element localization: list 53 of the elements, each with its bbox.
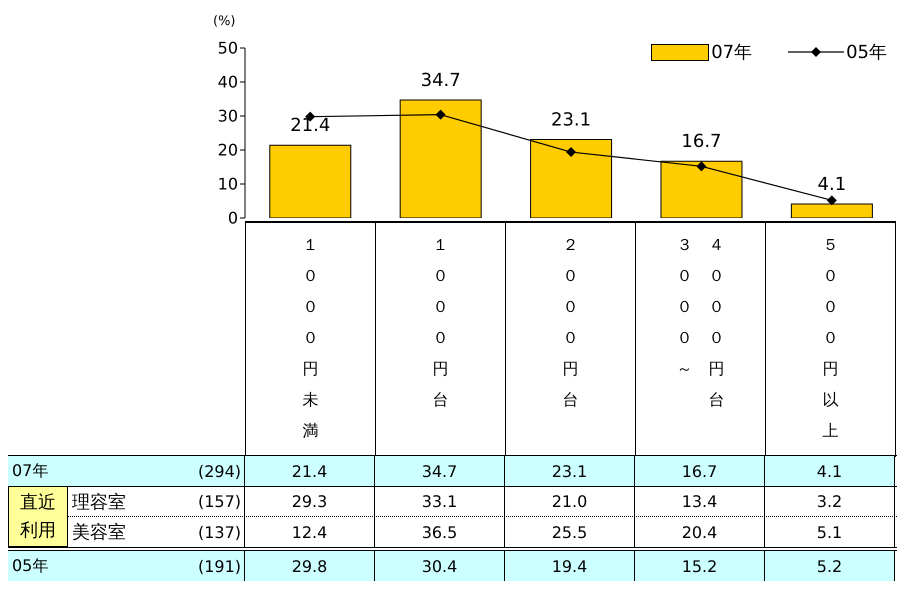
x-tick-label: ２０００円台 <box>562 234 580 411</box>
legend-label: 05年 <box>846 41 887 64</box>
text: 21.0 <box>505 487 635 516</box>
text: 直近利用 <box>19 490 57 542</box>
x-tick-label: １０００円台 <box>432 234 450 411</box>
text: 05年 <box>12 556 48 574</box>
y-tick-label: 10 <box>218 174 238 194</box>
category-label: ３０００～４０００円台 <box>676 235 724 409</box>
text: 5.1 <box>765 517 895 547</box>
text: 13.4 <box>635 487 765 516</box>
data-label: 34.7 <box>420 70 461 92</box>
y-axis-title: (%) <box>213 14 236 29</box>
text: (294) <box>198 462 241 480</box>
point <box>696 161 706 172</box>
y-tick-label: 30 <box>218 106 238 126</box>
data-label: 21.4 <box>290 115 330 136</box>
text: 16.7 <box>635 456 765 486</box>
text: 29.3 <box>245 487 375 516</box>
text: 4.1 <box>765 456 895 486</box>
data-label: 4.1 <box>818 174 846 196</box>
legend-label: 07年 <box>711 41 752 64</box>
text: 20.4 <box>635 517 765 547</box>
text: 21.4 <box>245 456 375 486</box>
y-tick-label: 40 <box>218 72 238 92</box>
text: 12.4 <box>245 517 375 547</box>
text: (157) <box>198 492 241 511</box>
text: 36.5 <box>375 517 505 547</box>
bar <box>269 144 352 218</box>
data-label: 5.2 <box>765 551 895 581</box>
text: 理容室 <box>72 490 126 514</box>
y-tick-label: 0 <box>228 208 238 228</box>
data-label: 16.7 <box>681 131 722 152</box>
data-label: 23.1 <box>551 109 592 130</box>
data-label: 30.4 <box>375 551 505 581</box>
data-label: 19.4 <box>505 551 635 581</box>
text: (137) <box>198 522 241 542</box>
y-tick-label: 50 <box>218 38 238 58</box>
point <box>436 110 446 120</box>
text: 23.1 <box>505 456 635 486</box>
text: 美容室 <box>72 521 126 544</box>
x-tick-label: ５０００円以上 <box>822 234 840 442</box>
text: (191) <box>198 556 241 576</box>
data-label: 29.8 <box>245 551 375 581</box>
point <box>826 195 837 206</box>
text: 34.7 <box>375 456 505 486</box>
text: 25.5 <box>505 517 635 547</box>
text: 07年 <box>12 460 48 480</box>
x-tick-label: １０００円未満 <box>302 234 320 442</box>
text: 33.1 <box>375 487 505 516</box>
data-label: 15.2 <box>635 551 765 581</box>
point <box>566 147 576 158</box>
text: 3.2 <box>765 487 895 516</box>
y-tick-label: 20 <box>218 140 238 160</box>
